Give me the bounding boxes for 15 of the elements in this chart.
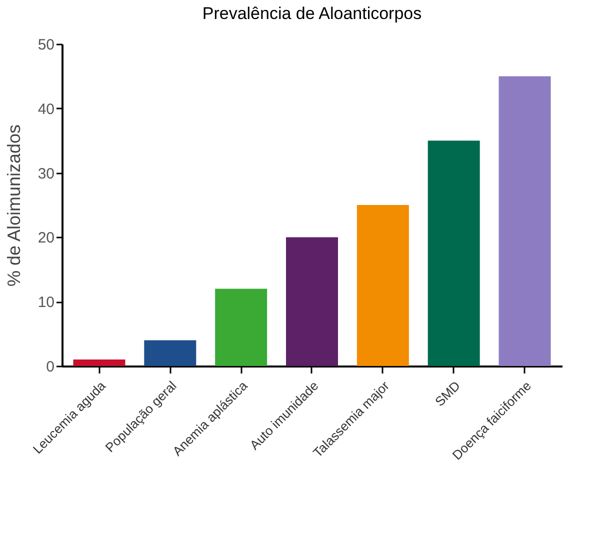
bar [286, 237, 338, 366]
bar [215, 288, 268, 366]
y-axis-title: % de Aloimunizados [4, 124, 24, 287]
chart-title: Prevalência de Aloanticorpos [202, 4, 422, 23]
y-tick-label: 20 [38, 230, 54, 247]
bar [498, 76, 551, 366]
y-tick-label: 10 [38, 294, 54, 312]
y-tick-label: 50 [38, 36, 54, 54]
y-tick-label: 30 [38, 165, 54, 182]
bar [428, 140, 480, 366]
y-tick-label: 40 [38, 100, 54, 118]
bar [356, 205, 409, 366]
bar [144, 340, 196, 366]
bar [73, 360, 126, 366]
y-tick-label: 0 [46, 358, 54, 376]
